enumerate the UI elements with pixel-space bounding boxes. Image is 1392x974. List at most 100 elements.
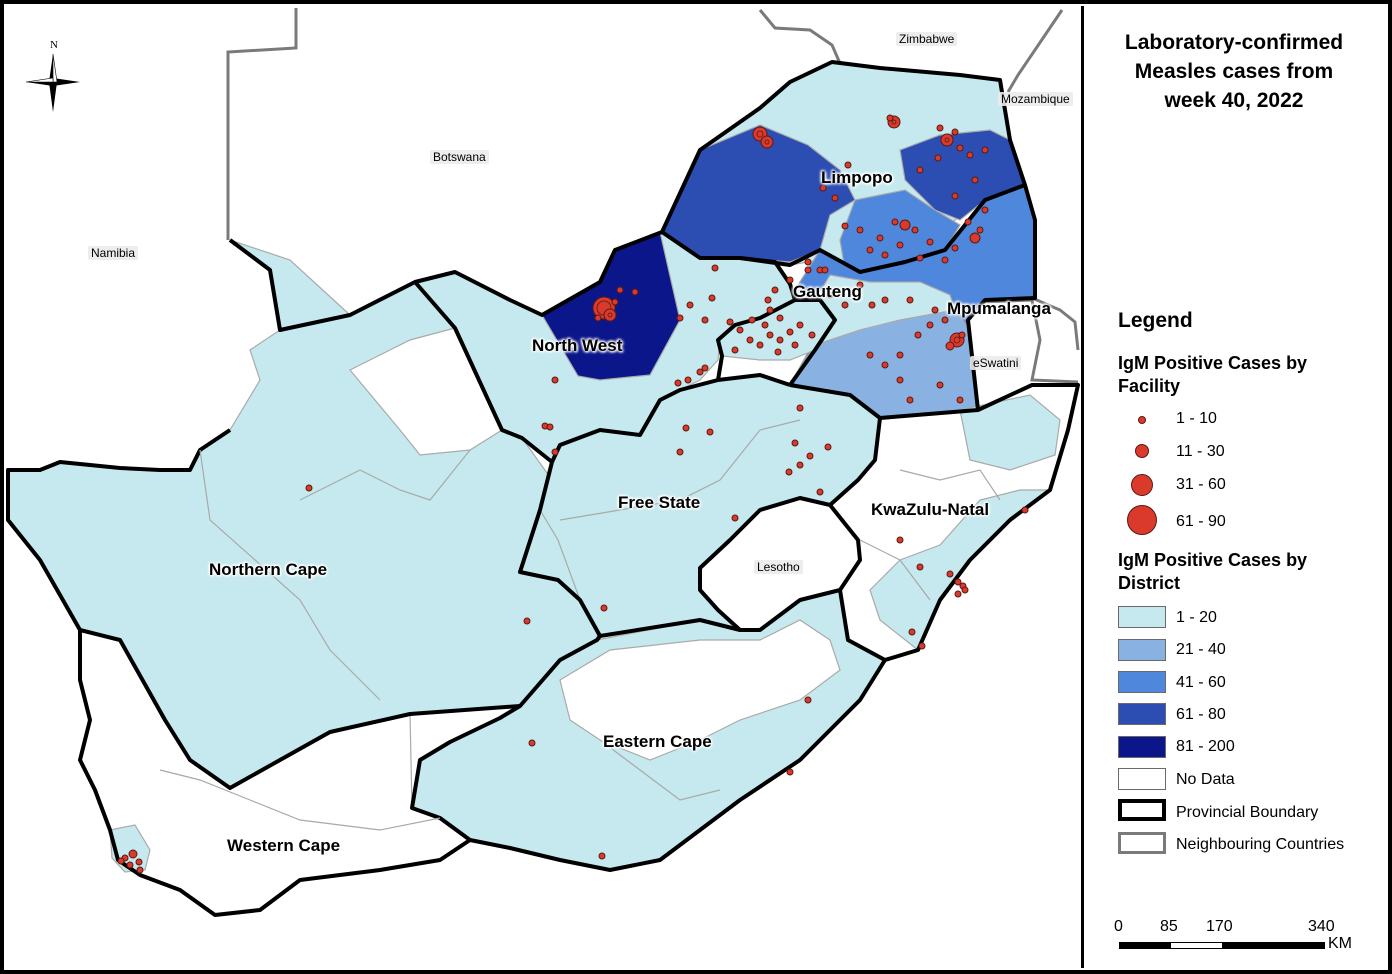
district-line [859, 539, 931, 601]
map-canvas [6, 8, 1080, 917]
facility-marker [886, 114, 894, 122]
facility-marker-ring [607, 312, 613, 318]
facility-marker [760, 135, 774, 149]
provincial-boundary-label: Provincial Boundary [1176, 804, 1319, 821]
scale-tick-label: 340 [1308, 918, 1335, 935]
district-swatch-21-40 [1118, 639, 1166, 661]
province-label-western-cape: Western Cape [227, 836, 341, 855]
facility-marker [896, 376, 904, 384]
facility-marker [896, 351, 904, 359]
facility-marker [819, 184, 827, 192]
facility-marker [791, 439, 799, 447]
facility-marker [523, 617, 531, 625]
nc-wc-boundary [79, 628, 521, 790]
facility-marker-ring [944, 137, 950, 143]
district-class-label: 1 - 20 [1176, 609, 1217, 626]
facility-marker [914, 331, 922, 339]
facility-marker [616, 286, 624, 294]
scale-tick-label: 85 [1160, 918, 1178, 935]
facility-marker [961, 586, 969, 594]
facility-marker [546, 423, 554, 431]
facility-marker [958, 331, 966, 339]
facility-marker [945, 341, 955, 351]
facility-marker [804, 258, 812, 266]
facility-class-label: 1 - 10 [1176, 410, 1217, 427]
facility-marker-1-10 [1138, 416, 1146, 424]
facility-marker [971, 176, 979, 184]
district-line [199, 449, 381, 701]
facility-marker [941, 256, 949, 264]
district-swatch-81-200 [1118, 736, 1166, 758]
facility-marker [916, 563, 924, 571]
province-label-northern-cape: Northern Cape [209, 560, 328, 579]
facility-marker [701, 364, 709, 372]
facility-marker [761, 321, 769, 329]
facility-marker [856, 226, 864, 234]
facility-marker [866, 246, 874, 254]
facility-marker [926, 321, 934, 329]
facility-class-label: 11 - 30 [1176, 443, 1225, 460]
facility-marker [594, 314, 602, 322]
facility-marker [926, 238, 934, 246]
district-line [599, 739, 721, 801]
facility-marker [766, 331, 774, 339]
country-label-eswatini: eSwatini [970, 356, 1022, 370]
facility-marker [748, 316, 756, 324]
facility-marker [136, 866, 144, 874]
facility-marker [796, 404, 804, 412]
facility-marker [603, 308, 617, 322]
facility-marker [804, 266, 812, 274]
compass-icon: N [25, 39, 80, 112]
facility-marker [856, 281, 864, 289]
facility-marker [981, 206, 989, 214]
facility-marker [706, 428, 714, 436]
facility-marker [598, 852, 606, 860]
facility-marker [954, 578, 962, 586]
north-arrow-label: N [50, 39, 58, 51]
scale-unit-label: KM [1328, 935, 1352, 952]
district-line [159, 769, 441, 831]
facility-marker [936, 381, 944, 389]
map-title-line: week 40, 2022 [1164, 89, 1304, 112]
map-title-line: Measles cases from [1134, 60, 1334, 83]
facility-marker-61-90 [1127, 505, 1157, 535]
district-swatch-61-80 [1118, 703, 1166, 725]
facility-marker [969, 232, 981, 244]
facility-marker [868, 301, 876, 309]
legend-heading: Legend [1118, 309, 1193, 332]
facility-marker [631, 288, 639, 296]
district-line [559, 419, 801, 521]
district-boundaries [159, 419, 1001, 831]
facility-marker [611, 298, 619, 306]
provincial-boundary-swatch [1118, 799, 1166, 821]
district-class-label: 21 - 40 [1176, 641, 1226, 658]
facility-class-label: 61 - 90 [1176, 513, 1226, 530]
facility-marker [804, 696, 812, 704]
nw-fs-boundary [550, 373, 791, 463]
nw-nc-boundary [413, 280, 554, 464]
facility-marker [600, 604, 608, 612]
facility-marker [731, 346, 739, 354]
facility-marker [786, 768, 794, 776]
facility-marker-ring [764, 139, 770, 145]
facility-marker [940, 133, 954, 147]
district-legend-heading-line: District [1118, 573, 1181, 593]
provincial-boundaries [6, 60, 1080, 917]
facility-marker-ring [756, 130, 764, 138]
facility-marker [966, 151, 974, 159]
facility-marker [841, 222, 849, 230]
facility-marker [128, 849, 138, 859]
facility-marker [776, 336, 784, 344]
facility-marker [826, 291, 834, 299]
facility-marker [844, 161, 852, 169]
province-label-mpumalanga: Mpumalanga [947, 299, 1051, 318]
northern-cape-white-district [349, 327, 503, 456]
facility-marker [956, 144, 964, 152]
facility-marker [916, 166, 924, 174]
facility-marker [731, 514, 739, 522]
facility-marker [528, 739, 536, 747]
facility-marker [891, 218, 899, 226]
facility-marker [686, 301, 694, 309]
zimbabwe-border [758, 9, 844, 69]
